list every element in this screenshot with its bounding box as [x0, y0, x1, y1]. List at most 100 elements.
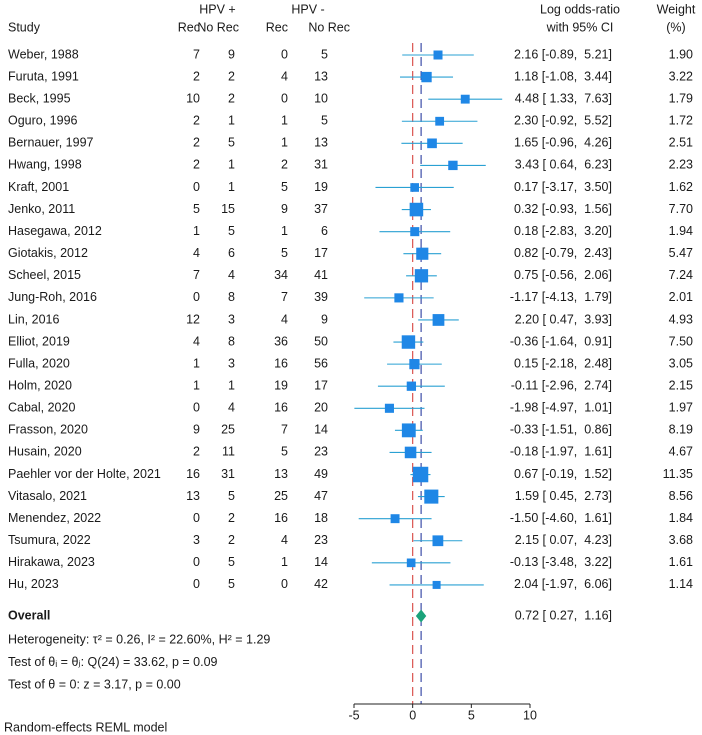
study-name: Cabal, 2020: [8, 401, 75, 415]
weight-value: 1.61: [669, 555, 693, 569]
hpv-neg-norec-count: 42: [314, 577, 328, 591]
weight-value: 7.70: [669, 202, 693, 216]
hpv-pos-norec-count: 5: [228, 136, 235, 150]
hpv-pos-norec-count: 2: [228, 91, 235, 105]
hpv-neg-norec-count: 41: [314, 268, 328, 282]
hpv-neg-rec-count: 16: [274, 401, 288, 415]
effect-marker: [460, 94, 470, 104]
stats-line: Test of θ = 0: z = 3.17, p = 0.00: [8, 677, 181, 691]
x-axis-tick-label: -5: [348, 708, 359, 722]
study-name: Holm, 2020: [8, 378, 72, 392]
hpv-pos-rec-count: 0: [193, 180, 200, 194]
header-effect-line1: Log odds-ratio: [540, 2, 620, 16]
hpv-neg-rec-count: 0: [281, 91, 288, 105]
hpv-neg-rec-count: 1: [281, 114, 288, 128]
study-name: Kraft, 2001: [8, 180, 69, 194]
effect-marker: [410, 227, 420, 237]
stats-line: Test of θᵢ = θⱼ: Q(24) = 33.62, p = 0.09: [8, 655, 218, 669]
hpv-neg-norec-count: 14: [314, 423, 328, 437]
hpv-neg-rec-count: 16: [274, 356, 288, 370]
overall-label: Overall: [8, 608, 50, 622]
weight-value: 1.62: [669, 180, 693, 194]
effect-ci-value: 0.75 [-0.56, 2.06]: [514, 268, 612, 282]
effect-ci-value: 1.65 [-0.96, 4.26]: [514, 136, 612, 150]
hpv-pos-rec-count: 1: [193, 378, 200, 392]
effect-marker: [432, 580, 441, 589]
study-name: Lin, 2016: [8, 312, 59, 326]
hpv-neg-rec-count: 9: [281, 202, 288, 216]
hpv-pos-rec-count: 2: [193, 445, 200, 459]
effect-marker: [421, 71, 432, 83]
hpv-neg-norec-count: 23: [314, 533, 328, 547]
hpv-pos-norec-count: 25: [221, 423, 235, 437]
hpv-neg-norec-count: 13: [314, 69, 328, 83]
hpv-neg-norec-count: 9: [321, 312, 328, 326]
weight-value: 1.72: [669, 114, 693, 128]
hpv-neg-rec-count: 7: [281, 423, 288, 437]
effect-ci-value: -0.13 [-3.48, 3.22]: [510, 555, 612, 569]
effect-ci-value: 0.32 [-0.93, 1.56]: [514, 202, 612, 216]
hpv-neg-norec-count: 31: [314, 158, 328, 172]
study-name: Tsumura, 2022: [8, 533, 91, 547]
header-effect-line2: with 95% CI: [546, 20, 614, 34]
header-study: Study: [8, 20, 41, 34]
effect-marker: [432, 535, 444, 547]
study-name: Hasegawa, 2012: [8, 224, 102, 238]
effect-marker: [414, 269, 429, 283]
effect-ci-value: -0.18 [-1.97, 1.61]: [510, 445, 612, 459]
overall-ci-value: 0.72 [ 0.27, 1.16]: [515, 608, 612, 622]
hpv-pos-rec-count: 12: [186, 312, 200, 326]
overall-diamond: [415, 609, 427, 623]
hpv-pos-rec-count: 7: [193, 47, 200, 61]
hpv-pos-rec-count: 0: [193, 401, 200, 415]
effect-marker: [416, 247, 429, 260]
hpv-pos-norec-count: 15: [221, 202, 235, 216]
hpv-neg-norec-count: 50: [314, 334, 328, 348]
hpv-pos-norec-count: 1: [228, 114, 235, 128]
hpv-pos-rec-count: 13: [186, 489, 200, 503]
weight-value: 2.01: [669, 290, 693, 304]
hpv-neg-rec-count: 4: [281, 533, 288, 547]
hpv-pos-norec-count: 5: [228, 555, 235, 569]
header-hpv-negative: HPV -: [291, 2, 324, 16]
hpv-pos-rec-count: 10: [186, 91, 200, 105]
effect-ci-value: -1.17 [-4.13, 1.79]: [510, 290, 612, 304]
hpv-pos-norec-count: 31: [221, 467, 235, 481]
effect-ci-value: 2.04 [-1.97, 6.06]: [514, 577, 612, 591]
hpv-pos-norec-count: 8: [228, 290, 235, 304]
hpv-neg-norec-count: 19: [314, 180, 328, 194]
hpv-neg-norec-count: 10: [314, 91, 328, 105]
hpv-neg-norec-count: 5: [321, 114, 328, 128]
effect-ci-value: -1.98 [-4.97, 1.01]: [510, 401, 612, 415]
weight-value: 8.56: [669, 489, 693, 503]
effect-ci-value: 1.59 [ 0.45, 2.73]: [515, 489, 612, 503]
weight-value: 5.47: [669, 246, 693, 260]
hpv-neg-rec-count: 34: [274, 268, 288, 282]
hpv-neg-rec-count: 25: [274, 489, 288, 503]
hpv-pos-rec-count: 0: [193, 290, 200, 304]
hpv-neg-rec-count: 4: [281, 312, 288, 326]
hpv-pos-norec-count: 5: [228, 224, 235, 238]
hpv-neg-rec-count: 0: [281, 577, 288, 591]
effect-marker: [406, 558, 416, 568]
x-axis-tick-label: 10: [523, 708, 537, 722]
effect-marker: [394, 293, 404, 303]
study-name: Weber, 1988: [8, 47, 79, 61]
hpv-pos-norec-count: 1: [228, 158, 235, 172]
hpv-pos-norec-count: 6: [228, 246, 235, 260]
hpv-neg-rec-count: 5: [281, 180, 288, 194]
hpv-neg-rec-count: 5: [281, 246, 288, 260]
study-name: Menendez, 2022: [8, 511, 101, 525]
hpv-pos-norec-count: 5: [228, 577, 235, 591]
effect-ci-value: 2.30 [-0.92, 5.52]: [514, 114, 612, 128]
effect-marker: [435, 116, 445, 126]
hpv-neg-rec-count: 4: [281, 69, 288, 83]
weight-value: 3.68: [669, 533, 693, 547]
hpv-pos-rec-count: 4: [193, 334, 200, 348]
hpv-neg-norec-count: 13: [314, 136, 328, 150]
study-name: Paehler vor der Holte, 2021: [8, 467, 161, 481]
hpv-neg-norec-count: 18: [314, 511, 328, 525]
effect-ci-value: 0.17 [-3.17, 3.50]: [514, 180, 612, 194]
hpv-pos-norec-count: 4: [228, 401, 235, 415]
effect-ci-value: 3.43 [ 0.64, 6.23]: [515, 158, 612, 172]
